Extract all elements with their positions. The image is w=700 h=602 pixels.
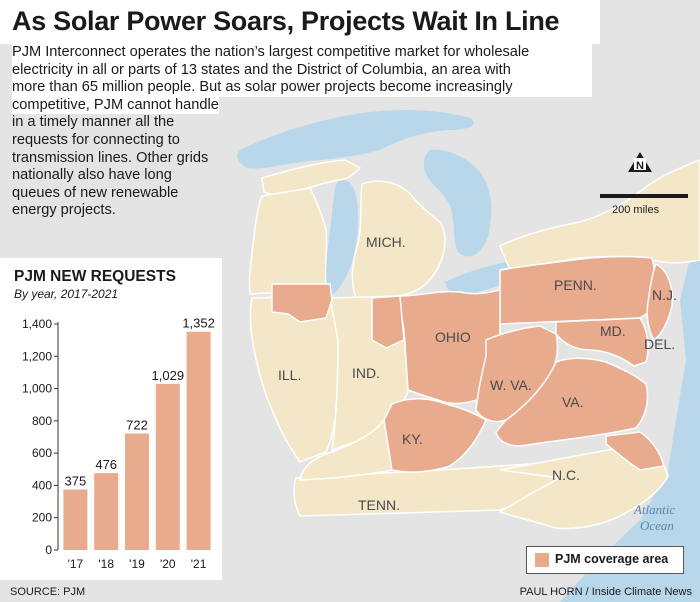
y-tick-label: 1,400 (22, 317, 52, 331)
y-tick-label: 400 (32, 478, 52, 492)
lake-michigan (323, 179, 359, 296)
y-tick-label: 1,200 (22, 349, 52, 363)
intro-line: nationally also have long (12, 167, 172, 184)
legend-label: PJM coverage area (555, 552, 669, 566)
bar (124, 433, 150, 550)
label-del: DEL. (644, 336, 675, 352)
y-tick-label: 800 (32, 414, 52, 428)
bar-chart: 0 200 400 600 800 1,000 1,200 1,400 375 '17 476 '18… (22, 316, 215, 571)
source-note: SOURCE: PJM (10, 586, 86, 598)
x-tick-label: '21 (191, 557, 207, 571)
label-nc: N.C. (552, 467, 580, 483)
north-arrow-icon: N (628, 152, 652, 172)
intro-line: energy projects. (12, 202, 116, 219)
state-indiana-pjm (371, 295, 405, 349)
x-tick-label: '17 (68, 557, 84, 571)
data-label: 375 (65, 473, 87, 488)
ocean-label-2: Ocean (640, 518, 674, 533)
label-nj: N.J. (652, 287, 677, 303)
title-panel (0, 0, 600, 44)
y-tick-label: 0 (45, 543, 52, 557)
label-ohio: OHIO (435, 329, 471, 345)
intro-text: PJM Interconnect operates the nation’s l… (12, 44, 592, 220)
lake-superior (237, 110, 474, 169)
label-md: MD. (600, 323, 626, 339)
chart-subtitle: By year, 2017-2021 (14, 287, 119, 301)
intro-line: queues of new renewable (12, 184, 179, 201)
x-tick-label: '18 (98, 557, 114, 571)
data-label: 722 (126, 417, 148, 432)
y-tick-label: 200 (32, 511, 52, 525)
legend-swatch (535, 553, 549, 567)
label-wva: W. VA. (490, 377, 532, 393)
lake-huron (423, 149, 492, 257)
intro-line: requests for connecting to (12, 131, 180, 148)
atlantic-ocean (560, 200, 700, 602)
data-label: 476 (95, 457, 117, 472)
label-ill: ILL. (278, 367, 301, 383)
y-tick-label: 600 (32, 446, 52, 460)
page-title: As Solar Power Soars, Projects Wait In L… (12, 6, 560, 36)
state-new-york (499, 159, 700, 271)
chart-title: PJM NEW REQUESTS (14, 268, 176, 285)
scale-bar (600, 194, 688, 198)
scale-label: 200 miles (612, 204, 660, 216)
bar (94, 473, 119, 550)
label-va: VA. (562, 394, 584, 410)
data-label: 1,029 (152, 368, 185, 383)
state-new-jersey (646, 262, 674, 342)
label-mich: MICH. (366, 234, 406, 250)
bar (155, 383, 180, 550)
state-michigan (351, 180, 446, 299)
ocean-label-1: Atlantic (633, 502, 675, 517)
state-north-carolina-pjm (605, 431, 665, 471)
label-tenn: TENN. (358, 497, 400, 513)
bar (63, 489, 88, 550)
intro-line: transmission lines. Other grids (12, 149, 209, 166)
intro-line: PJM Interconnect operates the nation’s l… (12, 44, 592, 62)
data-label: 1,352 (182, 316, 215, 331)
label-ind: IND. (352, 365, 380, 381)
svg-text:N: N (636, 160, 644, 172)
intro-line: competitive, PJM cannot handle (12, 96, 219, 115)
bar (186, 331, 211, 550)
label-ky: KY. (402, 431, 423, 447)
state-maryland (555, 317, 649, 367)
label-penn: PENN. (554, 277, 597, 293)
legend: PJM coverage area (526, 546, 684, 574)
credit-note: PAUL HORN / Inside Climate News (519, 586, 692, 598)
x-tick-label: '19 (129, 557, 145, 571)
intro-line: more than 65 million people. But as sola… (12, 79, 592, 97)
state-kentucky (299, 418, 393, 481)
state-illinois-pjm (271, 283, 333, 323)
intro-line: in a timely manner all the (12, 114, 175, 131)
intro-line: electricity in all or parts of 13 states… (12, 61, 592, 80)
state-virginia (495, 357, 649, 447)
y-tick-label: 1,000 (22, 382, 52, 396)
x-tick-label: '20 (160, 557, 176, 571)
